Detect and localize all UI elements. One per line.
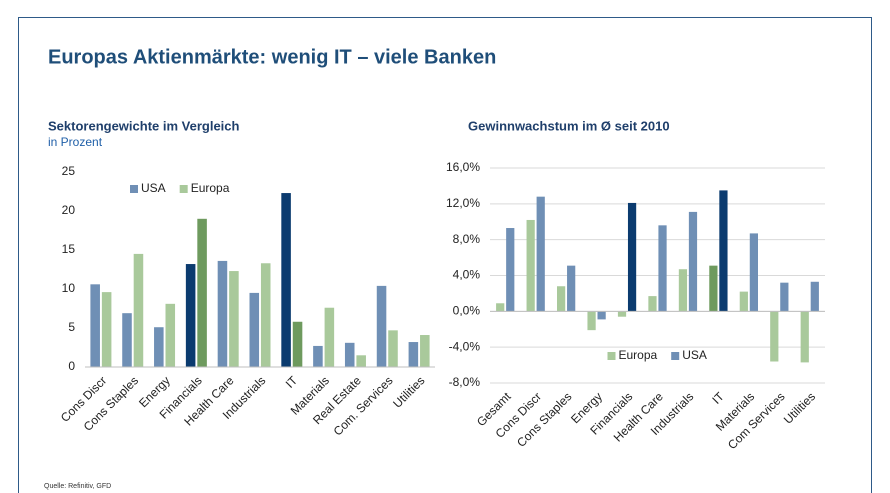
bar bbox=[185, 264, 196, 367]
y-tick-label: -4,0% bbox=[449, 339, 481, 353]
bar bbox=[648, 296, 657, 312]
y-tick-label: 12,0% bbox=[446, 196, 480, 210]
bar bbox=[260, 263, 271, 367]
bar bbox=[154, 327, 164, 367]
bar bbox=[292, 321, 303, 367]
y-tick-label: 25 bbox=[62, 164, 76, 178]
bar bbox=[133, 253, 144, 367]
bar bbox=[557, 286, 566, 312]
bar bbox=[506, 228, 515, 312]
y-tick-label: 4,0% bbox=[453, 268, 481, 282]
bar bbox=[197, 218, 207, 367]
chart-title: Gewinnwachstum im Ø seit 2010 bbox=[468, 118, 670, 133]
bar bbox=[780, 282, 789, 312]
bar bbox=[800, 311, 809, 363]
frame bbox=[18, 17, 872, 493]
bar bbox=[526, 219, 535, 312]
bar bbox=[165, 303, 176, 367]
bar bbox=[709, 265, 718, 312]
y-tick-label: 15 bbox=[62, 242, 76, 256]
bar bbox=[719, 190, 728, 312]
bar bbox=[356, 355, 366, 367]
legend-swatch bbox=[607, 352, 616, 360]
y-tick-label: 0,0% bbox=[453, 304, 481, 318]
bar bbox=[122, 313, 132, 367]
y-tick-label: 0 bbox=[68, 359, 75, 373]
bar bbox=[749, 233, 758, 312]
y-tick-label: 16,0% bbox=[446, 160, 480, 174]
bar bbox=[739, 291, 748, 312]
legend-swatch bbox=[130, 185, 138, 193]
y-tick-label: 5 bbox=[68, 320, 75, 334]
bar bbox=[281, 193, 291, 367]
bar bbox=[420, 335, 430, 367]
bar bbox=[567, 265, 576, 312]
source: Quelle: Refinitiv, GFD bbox=[44, 483, 111, 490]
bar bbox=[597, 311, 606, 320]
bar bbox=[688, 211, 698, 312]
legend-label: USA bbox=[141, 181, 166, 195]
bar bbox=[408, 342, 419, 367]
y-tick-label: 8,0% bbox=[453, 232, 481, 246]
bar bbox=[90, 284, 100, 367]
bar bbox=[217, 260, 228, 367]
bar bbox=[324, 307, 335, 367]
bar bbox=[587, 311, 596, 331]
bar bbox=[313, 345, 323, 367]
bar bbox=[658, 225, 667, 312]
bar bbox=[376, 285, 387, 367]
y-tick-label: -8,0% bbox=[449, 375, 481, 389]
bar bbox=[229, 271, 239, 367]
bar bbox=[770, 311, 779, 362]
bar bbox=[627, 202, 637, 312]
bar bbox=[344, 342, 355, 367]
slide-title: Europas Aktienmärkte: wenig IT – viele B… bbox=[48, 46, 496, 68]
y-tick-label: 10 bbox=[62, 281, 76, 295]
legend-label: Europa bbox=[619, 348, 658, 362]
legend-swatch bbox=[179, 185, 188, 193]
chart-title: Sektorengewichte im Vergleich bbox=[48, 118, 240, 133]
chart-subtitle: in Prozent bbox=[48, 135, 103, 149]
bar bbox=[388, 330, 398, 367]
bar bbox=[810, 281, 819, 312]
bar bbox=[496, 303, 505, 312]
bar bbox=[617, 311, 627, 317]
bar bbox=[249, 292, 260, 367]
y-tick-label: 20 bbox=[62, 203, 76, 217]
bar bbox=[536, 196, 545, 312]
bar bbox=[678, 269, 688, 312]
legend-label: Europa bbox=[191, 181, 230, 195]
legend-swatch bbox=[671, 352, 680, 360]
bar bbox=[101, 292, 112, 367]
legend-label: USA bbox=[682, 348, 707, 362]
